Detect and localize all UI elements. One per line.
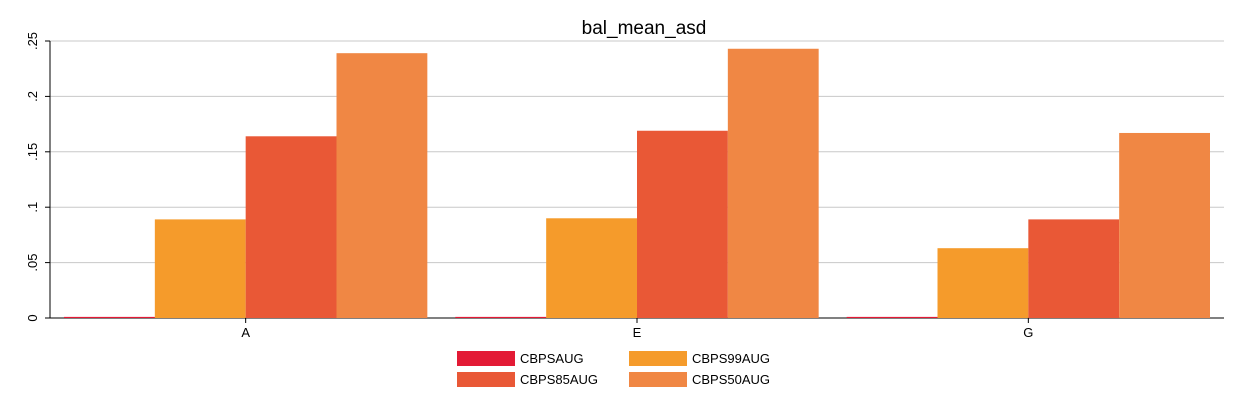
legend: CBPSAUG CBPS99AUG CBPS85AUG CBPS50AUG — [457, 351, 770, 387]
x-tick-label: E — [633, 325, 642, 340]
bar-cbps99aug-e — [546, 218, 637, 318]
bar-cbps85aug-e — [637, 130, 728, 318]
legend-label-cbpsaug: CBPSAUG — [520, 351, 584, 366]
bar-cbpsaug-e — [455, 316, 547, 318]
x-tick-label: G — [1023, 325, 1033, 340]
legend-swatch-cbps50aug — [629, 372, 687, 387]
bar-cbps99aug-a — [154, 219, 246, 318]
y-tick-label: .2 — [25, 91, 40, 102]
bar-cbps50aug-e — [727, 48, 819, 318]
legend-swatch-cbpsaug — [457, 351, 515, 366]
bar-cbps50aug-a — [336, 53, 428, 319]
bars — [64, 48, 1210, 319]
y-tick-label: .25 — [25, 32, 40, 50]
bar-cbps99aug-g — [937, 248, 1029, 318]
y-tick-label: 0 — [25, 314, 40, 321]
bar-cbps50aug-g — [1119, 132, 1210, 318]
legend-swatch-cbps99aug — [629, 351, 687, 366]
y-tick-label: .15 — [25, 143, 40, 161]
y-tick-label: .1 — [25, 202, 40, 213]
chart-title: bal_mean_asd — [582, 18, 707, 39]
bar-cbpsaug-g — [846, 316, 938, 318]
y-tick-label: .05 — [25, 254, 40, 272]
x-tick-label: A — [241, 325, 250, 340]
legend-label-cbps85aug: CBPS85AUG — [520, 372, 598, 387]
legend-label-cbps99aug: CBPS99AUG — [692, 351, 770, 366]
legend-swatch-cbps85aug — [457, 372, 515, 387]
legend-label-cbps50aug: CBPS50AUG — [692, 372, 770, 387]
bar-cbpsaug-a — [64, 316, 155, 318]
bar-cbps85aug-g — [1028, 219, 1120, 318]
bar-cbps85aug-a — [245, 136, 337, 318]
